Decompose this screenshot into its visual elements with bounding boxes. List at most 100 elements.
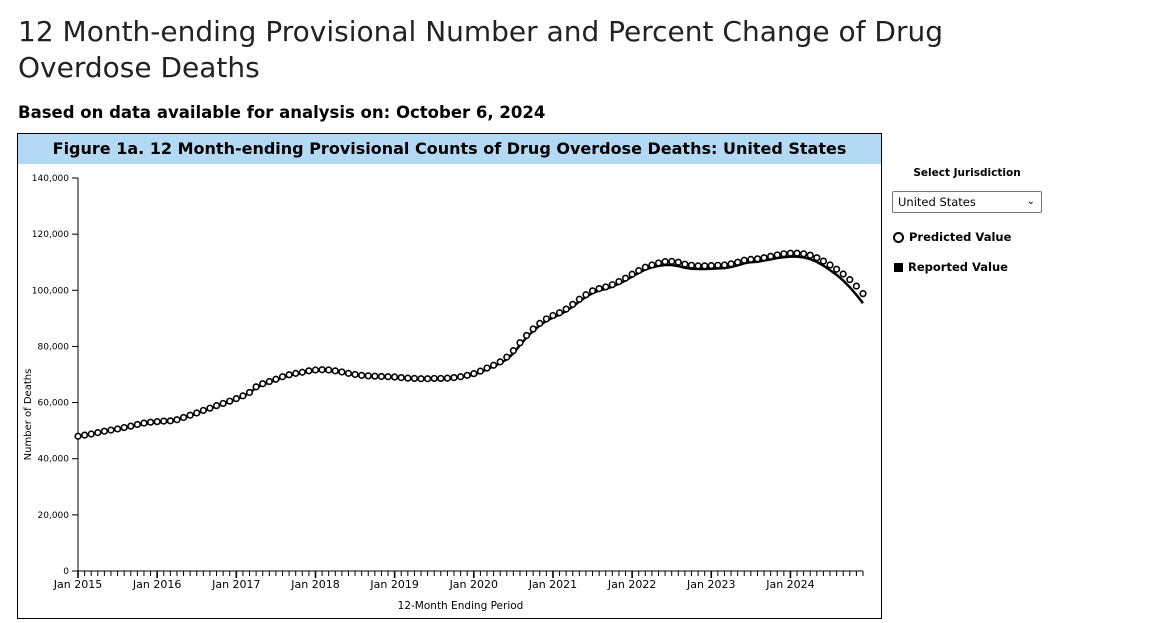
predicted-value-point [199, 406, 207, 415]
predicted-value-point [371, 372, 379, 380]
predicted-value-point [153, 418, 161, 426]
predicted-value-point [252, 383, 260, 391]
predicted-value-point [773, 251, 781, 259]
predicted-value-point [489, 361, 498, 369]
predicted-value-point [219, 399, 227, 408]
predicted-value-point [311, 366, 320, 374]
predicted-value-point [740, 256, 748, 264]
predicted-value-point [654, 259, 663, 267]
predicted-value-point [338, 368, 346, 376]
predicted-value-point [859, 290, 867, 298]
predicted-value-point [786, 249, 795, 257]
predicted-value-point [720, 261, 729, 269]
reported-value-line [77, 255, 864, 438]
predicted-value-point [245, 388, 254, 397]
x-tick-label: Jan 2019 [369, 578, 418, 591]
x-tick-label: Jan 2024 [765, 578, 814, 591]
predicted-value-point [74, 432, 82, 440]
predicted-value-point [127, 422, 135, 430]
predicted-value-point [800, 250, 808, 258]
predicted-value-point [146, 418, 155, 426]
predicted-value-point [331, 367, 339, 375]
predicted-value-point [588, 287, 597, 295]
legend-predicted-label: Predicted Value [909, 230, 1012, 244]
controls-panel: Select Jurisdiction United States ⌄ Pred… [892, 160, 1042, 274]
predicted-value-point [628, 270, 636, 278]
predicted-value-point [826, 261, 834, 269]
predicted-value-point [727, 260, 735, 268]
predicted-value-point [384, 373, 392, 381]
jurisdiction-select[interactable]: United States ⌄ [892, 191, 1042, 213]
predicted-value-point [734, 258, 742, 266]
predicted-value-point [424, 375, 432, 383]
predicted-value-point [404, 374, 412, 382]
predicted-value-point [120, 423, 128, 432]
predicted-value-point [298, 368, 306, 376]
predicted-value-point [648, 261, 656, 269]
predicted-value-point [285, 371, 293, 379]
predicted-value-point [344, 369, 353, 377]
data-date-subtitle: Based on data available for analysis on:… [18, 103, 546, 122]
predicted-value-point [364, 372, 372, 380]
figure-1a: Figure 1a. 12 Month-ending Provisional C… [17, 133, 882, 619]
predicted-value-point [813, 254, 821, 262]
predicted-value-point [681, 260, 689, 268]
predicted-value-point [232, 395, 240, 403]
predicted-value-point [476, 367, 484, 375]
predicted-value-point [272, 375, 280, 383]
legend-reported-label: Reported Value [908, 260, 1008, 274]
x-tick-label: Jan 2018 [290, 578, 339, 591]
predicted-value-point [351, 370, 359, 379]
y-tick-label: 60,000 [38, 399, 70, 409]
predicted-value-point [714, 261, 722, 269]
predicted-value-point [318, 366, 326, 374]
predicted-value-point [483, 364, 491, 372]
y-tick-label: 20,000 [38, 511, 70, 521]
predicted-value-point [179, 413, 188, 422]
predicted-value-point [760, 254, 768, 262]
predicted-value-point [582, 291, 590, 299]
x-axis-label: 12-Month Ending Period [398, 600, 524, 612]
predicted-value-point [470, 370, 478, 378]
predicted-value-point [694, 262, 702, 270]
y-tick-label: 120,000 [32, 230, 69, 240]
predicted-value-point [661, 258, 669, 266]
predicted-value-point [641, 263, 649, 271]
x-tick-label: Jan 2017 [211, 578, 260, 591]
x-tick-label: Jan 2015 [53, 578, 102, 591]
predicted-value-point [615, 277, 623, 286]
predicted-value-point [463, 371, 471, 379]
predicted-value-point [410, 374, 419, 383]
predicted-value-point [437, 374, 445, 383]
predicted-value-point [668, 257, 676, 265]
y-tick-label: 80,000 [38, 342, 70, 352]
predicted-value-point [549, 311, 557, 320]
predicted-value-point [806, 251, 814, 259]
predicted-value-point [846, 276, 854, 284]
predicted-value-point [536, 319, 544, 328]
predicted-value-point [358, 371, 366, 379]
x-tick-label: Jan 2022 [607, 578, 656, 591]
predicted-value-point [450, 373, 458, 382]
figure-header: Figure 1a. 12 Month-ending Provisional C… [18, 134, 881, 164]
predicted-value-point [94, 429, 102, 437]
predicted-value-point [529, 325, 537, 333]
select-jurisdiction-label: Select Jurisdiction [913, 167, 1021, 179]
y-tick-label: 40,000 [38, 455, 70, 465]
predicted-value-point [212, 402, 221, 410]
predicted-value-point [621, 274, 630, 282]
predicted-value-point [80, 431, 89, 439]
predicted-value-point [602, 283, 610, 291]
predicted-value-point [173, 416, 181, 424]
predicted-value-point [793, 249, 801, 257]
square-marker-icon [894, 262, 903, 272]
predicted-value-point [753, 255, 762, 263]
predicted-value-point [608, 281, 616, 289]
x-tick-label: Jan 2021 [528, 578, 577, 591]
circle-marker-icon [893, 231, 904, 243]
predicted-value-point [635, 267, 643, 275]
predicted-value-point [509, 347, 517, 355]
predicted-value-point [595, 285, 603, 293]
predicted-value-point [575, 295, 583, 303]
predicted-value-point [166, 417, 174, 425]
